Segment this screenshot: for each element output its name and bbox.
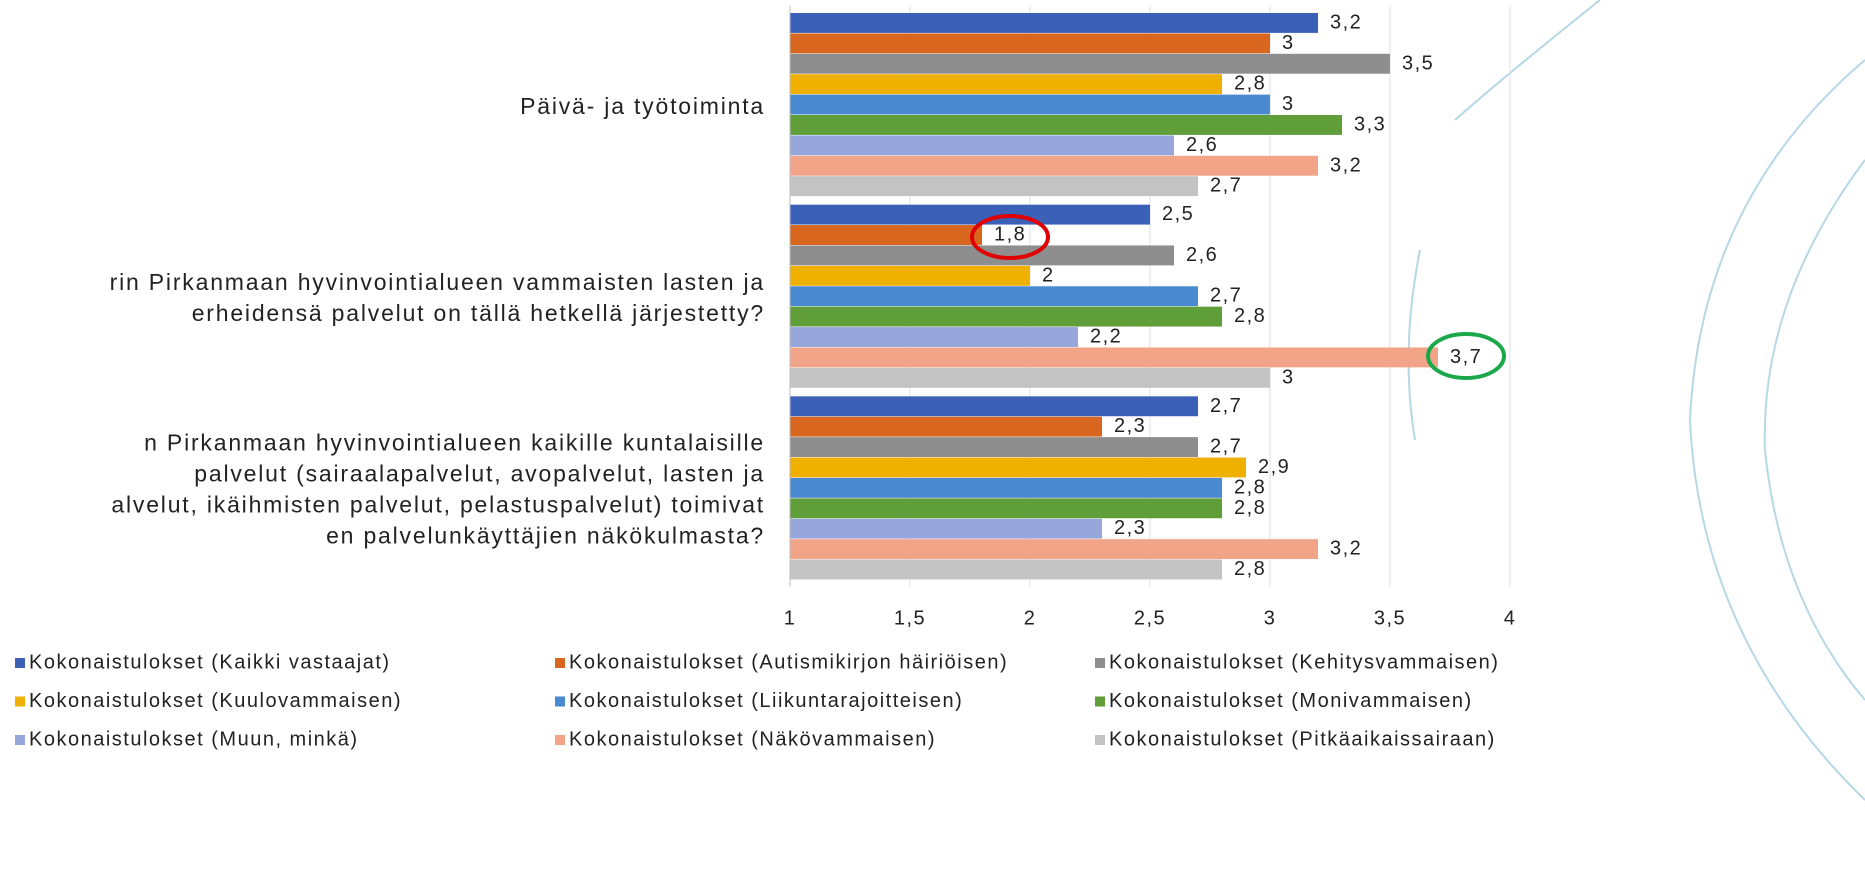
- bar: [790, 347, 1438, 368]
- legend-label: Kokonaistulokset (Muun, minkä): [29, 728, 359, 750]
- data-label: 3,7: [1450, 346, 1482, 368]
- bar: [790, 327, 1078, 347]
- bar: [790, 94, 1270, 115]
- bar: [790, 74, 1222, 95]
- category-label: rin Pirkanmaan hyvinvointialueen vammais…: [110, 269, 765, 326]
- bar: [790, 155, 1318, 176]
- legend-swatch: [555, 658, 565, 668]
- legend-label: Kokonaistulokset (Näkövammaisen): [569, 728, 936, 750]
- legend-label: Kokonaistulokset (Kuulovammaisen): [29, 690, 402, 712]
- bar: [790, 437, 1198, 458]
- data-label: 2,8: [1234, 497, 1266, 519]
- bar: [790, 115, 1342, 135]
- legend-label: Kokonaistulokset (Liikuntarajoitteisen): [569, 690, 963, 712]
- bar: [790, 457, 1246, 478]
- category-label: Päivä- ja työtoiminta: [520, 93, 765, 119]
- data-label: 2,8: [1234, 73, 1266, 95]
- data-label: 3,2: [1330, 11, 1362, 33]
- bar: [790, 559, 1222, 580]
- bar: [790, 498, 1222, 519]
- annotation-circle: [970, 214, 1050, 260]
- legend-swatch: [1095, 658, 1105, 668]
- legend-label: Kokonaistulokset (Kehitysvammaisen): [1109, 651, 1499, 673]
- annotation-circle: [1426, 332, 1506, 380]
- x-tick-label: 1,5: [894, 607, 926, 629]
- legend-label: Kokonaistulokset (Kaikki vastaajat): [29, 651, 391, 673]
- bar: [790, 396, 1198, 417]
- data-label: 2,7: [1210, 436, 1242, 458]
- bar: [790, 13, 1318, 33]
- bar: [790, 286, 1198, 307]
- bar: [790, 477, 1222, 498]
- data-label: 3: [1282, 366, 1295, 388]
- x-tick-label: 2: [1024, 607, 1037, 629]
- data-label: 2,2: [1090, 326, 1122, 348]
- decoration: [1407, 0, 1865, 801]
- data-label: 3: [1282, 93, 1295, 115]
- legend-swatch: [555, 696, 565, 707]
- data-label: 3,3: [1354, 113, 1386, 135]
- bar: [790, 135, 1174, 156]
- data-label: 2,3: [1114, 517, 1146, 539]
- legend-swatch: [555, 735, 565, 745]
- bar: [790, 518, 1102, 539]
- bar: [790, 306, 1222, 327]
- data-label: 3,5: [1402, 52, 1434, 74]
- bar: [790, 245, 1174, 266]
- data-label: 2,8: [1234, 558, 1266, 580]
- legend-label: Kokonaistulokset (Pitkäaikaissairaan): [1109, 728, 1496, 750]
- data-label: 3,2: [1330, 538, 1362, 560]
- bar: [790, 176, 1198, 197]
- bar: [790, 539, 1318, 560]
- legend-swatch: [1095, 696, 1105, 707]
- bar: [790, 33, 1270, 54]
- legend-swatch: [15, 696, 25, 707]
- x-tick-label: 4: [1504, 607, 1517, 629]
- legend-label: Kokonaistulokset (Monivammaisen): [1109, 690, 1473, 712]
- legend-label: Kokonaistulokset (Autismikirjon häiriöis…: [569, 651, 1008, 673]
- x-tick-label: 3: [1264, 607, 1277, 629]
- data-label: 2,5: [1162, 203, 1194, 225]
- bar: [790, 367, 1270, 388]
- data-label: 2: [1042, 264, 1055, 286]
- data-label: 2,9: [1258, 456, 1290, 478]
- data-label: 2,7: [1210, 395, 1242, 417]
- bar: [790, 53, 1390, 74]
- data-label: 2,7: [1210, 175, 1242, 197]
- data-label: 2,6: [1186, 134, 1218, 156]
- data-label: 1,8: [994, 224, 1026, 246]
- legend-swatch: [1095, 735, 1105, 745]
- data-label: 2,6: [1186, 244, 1218, 266]
- data-label: 2,3: [1114, 415, 1146, 437]
- x-tick-label: 3,5: [1374, 607, 1406, 629]
- bar: [790, 204, 1150, 225]
- x-tick-label: 1: [784, 607, 797, 629]
- data-label: 2,7: [1210, 285, 1242, 307]
- data-label: 2,8: [1234, 476, 1266, 498]
- legend-swatch: [15, 735, 25, 745]
- bar: [790, 265, 1030, 286]
- bar: [790, 225, 982, 245]
- legend-swatch: [15, 658, 25, 668]
- data-label: 3: [1282, 32, 1295, 54]
- x-tick-label: 2,5: [1134, 607, 1166, 629]
- data-label: 2,8: [1234, 305, 1266, 327]
- category-label: n Pirkanmaan hyvinvointialueen kaikille …: [111, 430, 765, 549]
- bar: [790, 416, 1102, 437]
- data-label: 3,2: [1330, 154, 1362, 176]
